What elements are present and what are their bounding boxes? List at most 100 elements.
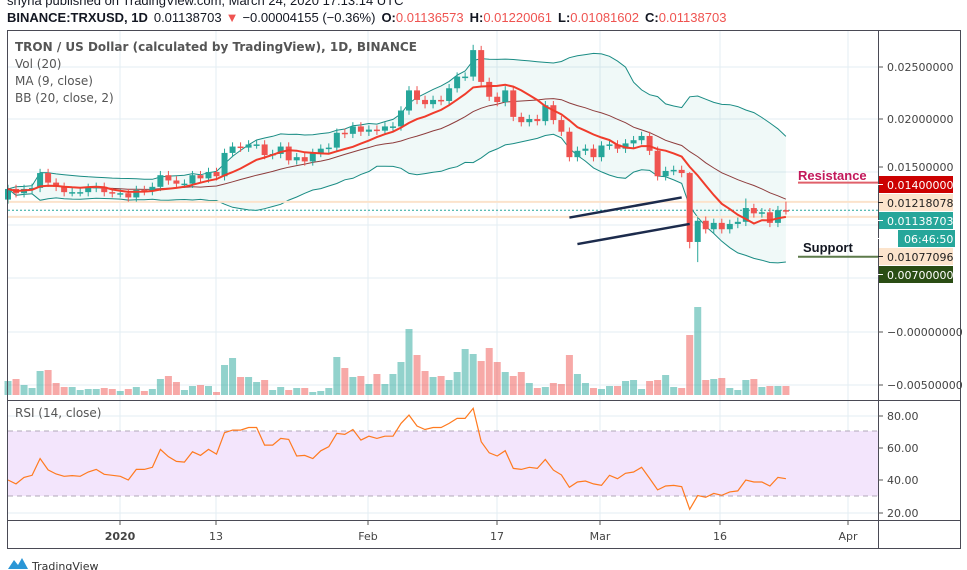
- time-tick-label: Mar: [590, 530, 611, 543]
- candle-body: [646, 135, 653, 151]
- volume-bar: [429, 377, 437, 395]
- volume-bar: [188, 386, 196, 395]
- time-tick-label: 16: [713, 530, 727, 543]
- volume-bar: [237, 377, 245, 395]
- volume-bar: [606, 386, 613, 395]
- volume-bar: [718, 378, 726, 395]
- candle-body: [518, 116, 525, 123]
- volume-bar: [517, 372, 525, 395]
- volume-bar: [405, 329, 413, 395]
- price-badge-resistance-label: 0.01400000: [887, 179, 953, 192]
- candle-body: [189, 175, 196, 184]
- volume-bar: [20, 385, 28, 395]
- volume-bar: [325, 388, 333, 395]
- volume-bar: [694, 307, 702, 395]
- volume-bar: [565, 355, 573, 395]
- candle-body: [173, 180, 180, 184]
- volume-bar: [702, 380, 710, 395]
- volume-bar: [509, 376, 517, 395]
- time-tick-label: Apr: [838, 530, 858, 543]
- volume-bar: [525, 383, 533, 395]
- candle-body: [654, 150, 661, 177]
- volume-bar: [750, 379, 758, 395]
- volume-bar: [381, 384, 389, 395]
- volume-bar: [36, 371, 44, 395]
- candle-body: [598, 145, 605, 158]
- candle-body: [742, 208, 749, 222]
- candle-body: [157, 175, 164, 187]
- price-tick-label: −0.00500000: [887, 379, 963, 392]
- time-tick-label: 13: [209, 530, 223, 543]
- volume-bar: [341, 368, 349, 395]
- price-axis[interactable]: 0.02500000 0.02000000 0.01500000 −0.0000000…: [878, 61, 963, 392]
- tradingview-logo[interactable]: TradingView: [8, 558, 98, 570]
- candle-body: [37, 173, 44, 188]
- volume-bar: [493, 362, 501, 395]
- ascending-channel[interactable]: [569, 196, 690, 246]
- candle-body: [494, 96, 501, 103]
- volume-bar: [52, 383, 60, 395]
- volume-bar: [84, 389, 92, 395]
- volume-bar: [164, 376, 172, 395]
- price-badge-support-label: 0.00700000: [887, 269, 953, 282]
- candle-body: [710, 222, 717, 230]
- candle-body: [782, 210, 789, 212]
- candle-body: [558, 120, 565, 132]
- volume-bar: [229, 358, 237, 395]
- price-badge-countdown-label: 06:46:50: [904, 233, 953, 246]
- candle-body: [309, 152, 316, 162]
- volume-bar: [389, 374, 397, 395]
- resistance-label: Resistance: [798, 168, 867, 183]
- volume-bar: [28, 388, 36, 395]
- volume-bar: [317, 391, 325, 395]
- volume-bar: [758, 387, 766, 395]
- price-badge-high-label: 0.01218078: [887, 197, 953, 210]
- candle-body: [165, 175, 172, 181]
- volume-bar: [397, 362, 405, 395]
- rsi-line: [7, 406, 786, 511]
- price-tick-label: 0.02500000: [887, 61, 953, 74]
- candle-body: [341, 132, 348, 135]
- volume-bar: [172, 382, 180, 395]
- volume-bar: [557, 384, 565, 395]
- candle-body: [430, 99, 437, 105]
- candle-body: [566, 131, 573, 158]
- rsi-axis[interactable]: 80.00 60.00 40.00 20.00: [878, 410, 919, 520]
- volume-bar: [638, 389, 646, 395]
- legend-ma[interactable]: MA (9, close): [15, 74, 93, 88]
- legend-bb[interactable]: BB (20, close, 2): [15, 91, 114, 105]
- open-value: 0.01136573: [396, 10, 464, 25]
- candle-body: [582, 148, 589, 151]
- candle-body: [438, 99, 445, 102]
- candle-body: [261, 144, 268, 156]
- volume-bar: [357, 376, 365, 395]
- volume-bar: [686, 335, 694, 395]
- candle-body: [462, 76, 469, 79]
- volume-bar: [589, 388, 597, 395]
- candle-body: [53, 182, 60, 187]
- volume-bar: [76, 390, 84, 395]
- candle-body: [325, 147, 332, 150]
- candle-body: [317, 148, 324, 153]
- down-arrow-icon: ▼: [226, 10, 239, 25]
- candle-body: [502, 90, 509, 103]
- volume-bar: [766, 386, 774, 395]
- volume-bar: [293, 388, 301, 395]
- candle-body: [534, 119, 541, 122]
- symbol-info-bar: BINANCE:TRXUSD, 1D 0.01138703 ▼ −0.00004155…: [7, 10, 726, 25]
- high-label: H:: [470, 10, 484, 25]
- volume-bar: [156, 379, 164, 395]
- volume-bar: [60, 387, 68, 395]
- time-axis[interactable]: 2020 13 Feb 17 Mar 16 Apr: [105, 520, 858, 543]
- candle-body: [205, 172, 212, 179]
- legend-vol[interactable]: Vol (20): [15, 57, 61, 71]
- volume-bar: [477, 361, 485, 395]
- legend-rsi[interactable]: RSI (14, close): [15, 406, 101, 420]
- price-badge-last: [879, 212, 953, 229]
- open-label: O:: [381, 10, 395, 25]
- candle-body: [381, 126, 388, 131]
- ma-line: [7, 83, 787, 225]
- rsi-tick-label: 60.00: [887, 442, 919, 455]
- volume-bar: [774, 386, 782, 395]
